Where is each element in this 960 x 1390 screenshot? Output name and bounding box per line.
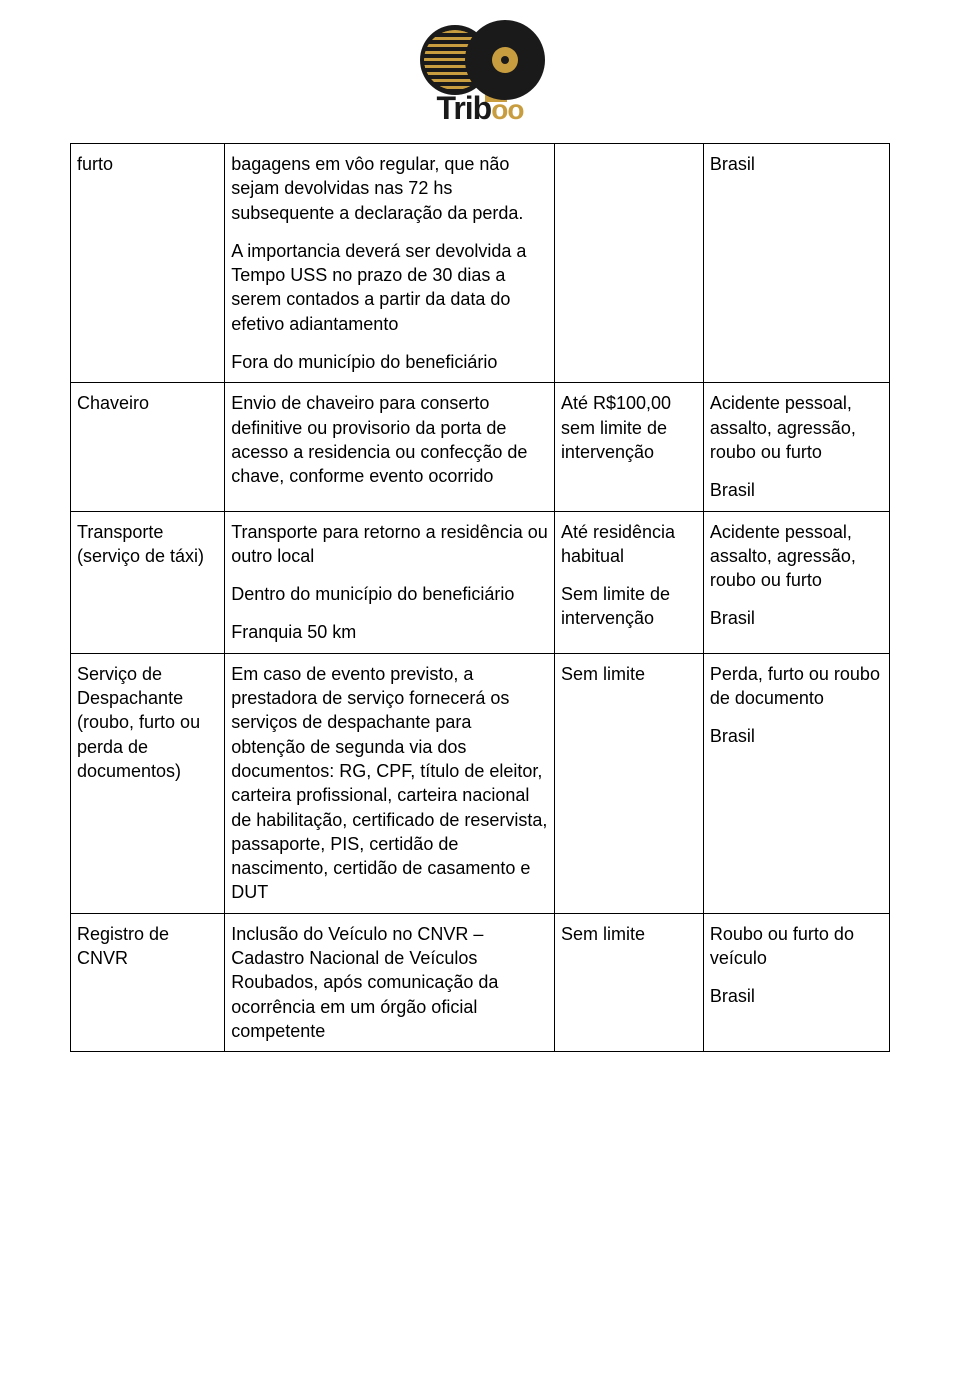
service-description-cell: Transporte para retorno a residência ou …	[225, 511, 555, 653]
service-coverage-cell-para: Perda, furto ou roubo de documento	[710, 662, 883, 711]
service-name-cell: Chaveiro	[71, 383, 225, 511]
service-limit-cell-para: Sem limite	[561, 922, 697, 946]
service-coverage-cell-para: Brasil	[710, 478, 883, 502]
service-coverage-cell-para: Brasil	[710, 152, 883, 176]
service-description-cell-para: Envio de chaveiro para conserto definiti…	[231, 391, 548, 488]
table-row: Serviço de Despachante (roubo, furto ou …	[71, 653, 890, 913]
service-description-cell-para: A importancia deverá ser devolvida a Tem…	[231, 239, 548, 336]
service-limit-cell: Sem limite	[554, 913, 703, 1051]
table-row: Registro de CNVRInclusão do Veículo no C…	[71, 913, 890, 1051]
service-coverage-cell-para: Acidente pessoal, assalto, agressão, rou…	[710, 520, 883, 593]
logo-container: Triboo	[70, 20, 890, 135]
service-coverage-cell: Roubo ou furto do veículo Brasil	[703, 913, 889, 1051]
service-coverage-cell-para: Roubo ou furto do veículo	[710, 922, 883, 971]
service-coverage-cell-para: Brasil	[710, 606, 883, 630]
table-row: furtobagagens em vôo regular, que não se…	[71, 144, 890, 383]
service-limit-cell-para: Sem limite	[561, 662, 697, 686]
service-description-cell-para: Em caso de evento previsto, a prestadora…	[231, 662, 548, 905]
logo-text-suffix: oo	[491, 94, 523, 125]
service-limit-cell: Até residência habitual Sem limite de int…	[554, 511, 703, 653]
service-coverage-cell: Acidente pessoal, assalto, agressão, rou…	[703, 383, 889, 511]
service-coverage-cell-para: Acidente pessoal, assalto, agressão, rou…	[710, 391, 883, 464]
service-description-cell-para: Transporte para retorno a residência ou …	[231, 520, 548, 569]
table-row: Transporte (serviço de táxi)Transporte p…	[71, 511, 890, 653]
service-coverage-cell: Acidente pessoal, assalto, agressão, rou…	[703, 511, 889, 653]
service-name-cell: furto	[71, 144, 225, 383]
service-description-cell: Inclusão do Veículo no CNVR – Cadastro N…	[225, 913, 555, 1051]
service-description-cell-para: Inclusão do Veículo no CNVR – Cadastro N…	[231, 922, 548, 1043]
service-description-cell-para: Franquia 50 km	[231, 620, 548, 644]
table-row: ChaveiroEnvio de chaveiro para conserto …	[71, 383, 890, 511]
service-description-cell: Em caso de evento previsto, a prestadora…	[225, 653, 555, 913]
service-name-cell: Registro de CNVR	[71, 913, 225, 1051]
service-name-cell: Transporte (serviço de táxi)	[71, 511, 225, 653]
service-limit-cell	[554, 144, 703, 383]
service-coverage-cell: Perda, furto ou roubo de documento Brasil	[703, 653, 889, 913]
service-description-cell-para: bagagens em vôo regular, que não sejam d…	[231, 152, 548, 225]
logo-text: Triboo	[400, 90, 560, 127]
service-limit-cell: Sem limite	[554, 653, 703, 913]
service-coverage-cell: Brasil	[703, 144, 889, 383]
service-limit-cell-para: Até residência habitual	[561, 520, 697, 569]
service-description-cell: Envio de chaveiro para conserto definiti…	[225, 383, 555, 511]
service-description-cell-para: Dentro do município do beneficiário	[231, 582, 548, 606]
services-table: furtobagagens em vôo regular, que não se…	[70, 143, 890, 1052]
service-limit-cell: Até R$100,00 sem limite de intervenção	[554, 383, 703, 511]
service-limit-cell-para: Sem limite de intervenção	[561, 582, 697, 631]
service-name-cell: Serviço de Despachante (roubo, furto ou …	[71, 653, 225, 913]
service-coverage-cell-para: Brasil	[710, 724, 883, 748]
service-limit-cell-para: Até R$100,00 sem limite de intervenção	[561, 391, 697, 464]
triboo-logo: Triboo	[400, 20, 560, 130]
service-description-cell: bagagens em vôo regular, que não sejam d…	[225, 144, 555, 383]
service-coverage-cell-para: Brasil	[710, 984, 883, 1008]
logo-text-prefix: Trib	[437, 90, 492, 126]
service-description-cell-para: Fora do município do beneficiário	[231, 350, 548, 374]
logo-disc-hole	[501, 56, 509, 64]
